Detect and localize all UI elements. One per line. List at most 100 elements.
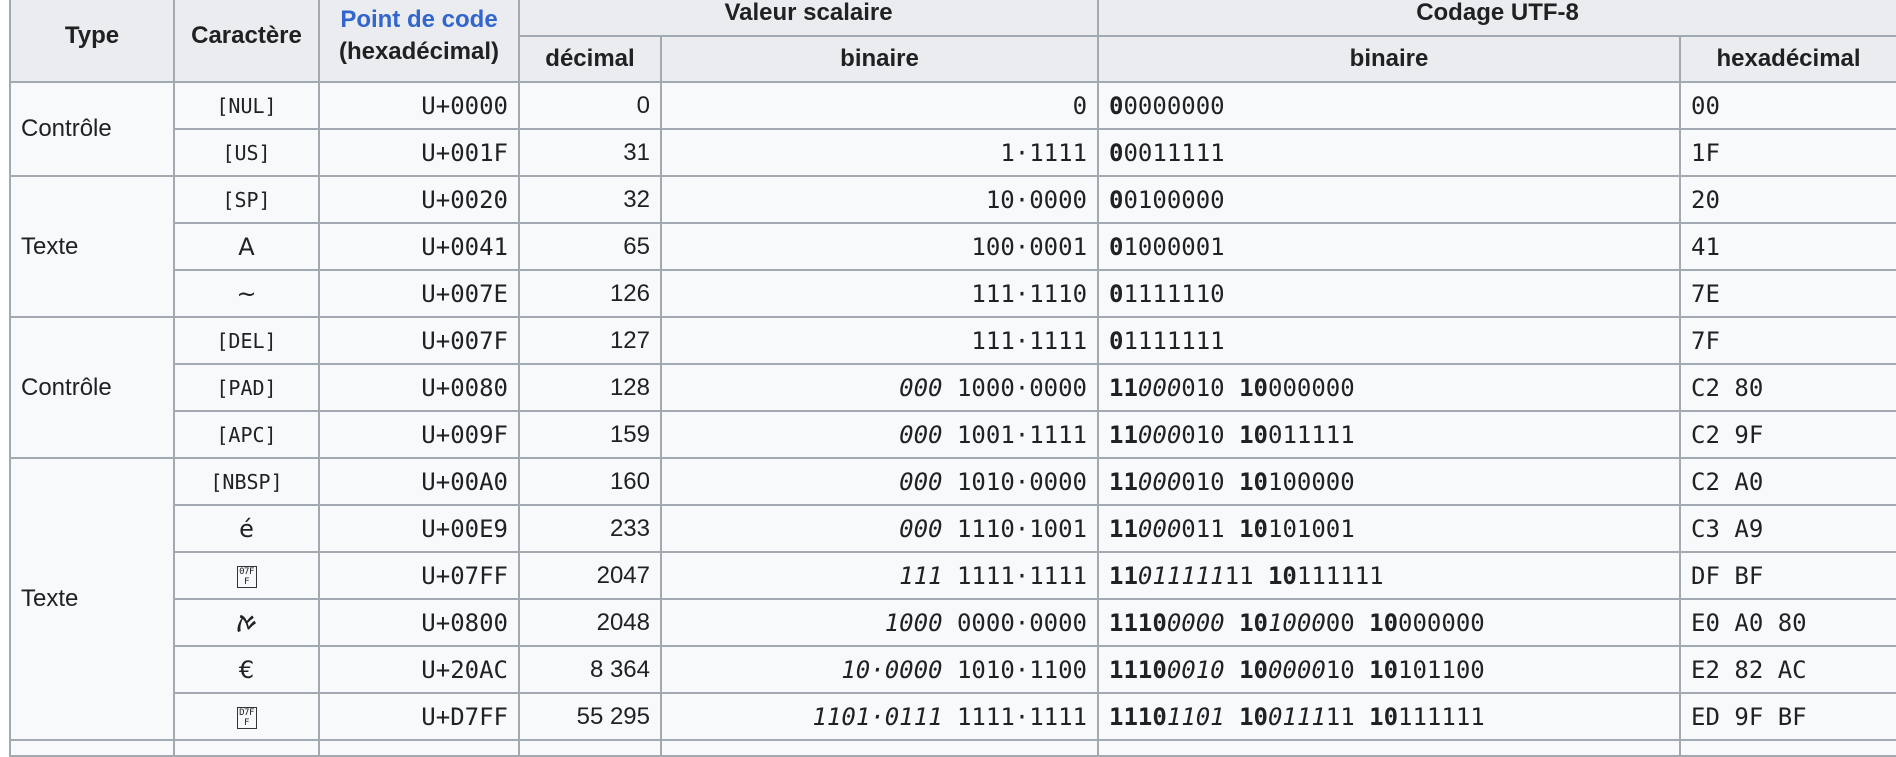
binary-segment: 000 xyxy=(899,373,943,402)
utf8-binary-cell: 11100010 10000010 10101100 xyxy=(1097,645,1682,694)
code-point-link[interactable]: Point de code xyxy=(340,5,498,33)
scalar-binary-cell: 1101·0111 1111·1111 xyxy=(659,692,1100,741)
empty-cell xyxy=(659,739,1100,757)
binary-segment: 111·1111 xyxy=(971,326,1088,355)
binary-segment: 1010·1100 xyxy=(942,655,1088,684)
code-point-cell: U+20AC xyxy=(318,645,520,694)
col-character-header: Caractère xyxy=(173,0,320,83)
utf8-bit-segment: 000 xyxy=(1137,467,1182,496)
utf8-binary-cell: 11000010 10100000 xyxy=(1097,457,1682,506)
utf8-binary-cell: 00000000 xyxy=(1097,81,1682,130)
utf8-hex-cell: 00 xyxy=(1679,81,1896,130)
utf8-hex-cell: C2 9F xyxy=(1679,410,1896,459)
decimal-cell: 2048 xyxy=(518,598,662,647)
utf8-byte: 10000000 xyxy=(1239,374,1355,402)
utf8-bit-segment: 0 xyxy=(1109,279,1124,308)
code-point-cell: U+00E9 xyxy=(318,504,520,553)
decimal-cell: 160 xyxy=(518,457,662,506)
table-row-partial xyxy=(9,739,1896,757)
utf8-binary-cell: 11000011 10101001 xyxy=(1097,504,1682,553)
binary-segment: 1111·1111 xyxy=(942,702,1088,731)
utf8-bit-segment: 11 xyxy=(1224,561,1254,590)
col-binary-header: binaire xyxy=(659,35,1100,83)
utf8-encoding-table: Type Caractère Point de code (hexadécima… xyxy=(9,0,1896,757)
utf8-bit-segment: 0000000 xyxy=(1123,91,1225,120)
utf8-binary-cell: 00011111 xyxy=(1097,128,1682,177)
scalar-binary-cell: 000 1010·0000 xyxy=(659,457,1100,506)
utf8-bit-segment: 010 xyxy=(1181,420,1225,449)
binary-segment: 1·1111 xyxy=(1000,138,1088,167)
utf8-byte: 11101101 xyxy=(1109,703,1225,731)
utf8-hex-cell: C3 A9 xyxy=(1679,504,1896,553)
utf8-bit-segment: 111111 xyxy=(1398,702,1485,731)
decimal-cell: 159 xyxy=(518,410,662,459)
utf8-byte: 11000010 xyxy=(1109,374,1225,402)
utf8-bit-segment: 11 xyxy=(1109,467,1138,496)
binary-segment: 1010·0000 xyxy=(942,467,1088,496)
utf8-byte: 11000011 xyxy=(1109,515,1225,543)
utf8-byte: 10111111 xyxy=(1369,703,1485,731)
scalar-binary-cell: 000 1000·0000 xyxy=(659,363,1100,412)
type-cell: Contrôle xyxy=(9,81,175,177)
character-cell: A xyxy=(173,222,320,271)
utf8-bit-segment: 101100 xyxy=(1398,655,1485,684)
table-row: 07FF U+07FF 2047 111 1111·1111 1101111111 10… xyxy=(10,551,1896,600)
utf8-hex-cell: 41 xyxy=(1679,222,1896,271)
col-hex-header: hexadécimal xyxy=(1679,35,1896,83)
character-cell: é xyxy=(173,504,320,553)
utf8-binary-cell: 11000010 10011111 xyxy=(1097,410,1682,459)
utf8-bit-segment: 0011111 xyxy=(1123,138,1225,167)
utf8-bit-segment: 0000 xyxy=(1166,608,1225,637)
utf8-bit-segment: 10 xyxy=(1369,655,1399,684)
utf8-hex-cell: ED 9F BF xyxy=(1679,692,1896,741)
binary-segment: 000 xyxy=(899,514,943,543)
utf8-bit-segment: 011 xyxy=(1181,514,1225,543)
utf8-bit-segment: 011111 xyxy=(1268,420,1355,449)
utf8-byte: 10111111 xyxy=(1268,562,1384,590)
binary-segment: 1001·1111 xyxy=(942,420,1088,449)
utf8-byte: 00000000 xyxy=(1109,92,1225,120)
code-point-cell: U+0080 xyxy=(318,363,520,412)
scalar-binary-cell: 111·1111 xyxy=(659,316,1100,365)
utf8-bit-segment: 1101 xyxy=(1166,702,1225,731)
scalar-binary-cell: 111·1110 xyxy=(659,269,1100,318)
table-body: Contrôle [NUL] U+0000 0 0 00000000 00 [US] U+001… xyxy=(9,81,1896,757)
utf8-bit-segment: 10 xyxy=(1239,514,1268,543)
utf8-bit-segment: 11 xyxy=(1109,373,1138,402)
utf8-bit-segment: 1000 xyxy=(1267,608,1326,637)
scalar-binary-cell: 000 1001·1111 xyxy=(659,410,1100,459)
utf8-bit-segment: 10 xyxy=(1239,373,1268,402)
utf8-bit-segment: 1110 xyxy=(1109,608,1167,637)
character-cell: D7FF xyxy=(173,692,320,741)
character-cell: [NBSP] xyxy=(173,457,320,506)
utf8-bit-segment: 1000001 xyxy=(1123,232,1225,261)
utf8-binary-cell: 01000001 xyxy=(1097,222,1682,271)
table-row: [US] U+001F 31 1·1111 00011111 1F xyxy=(10,128,1896,177)
table-row: Contrôle [NUL] U+0000 0 0 00000000 00 xyxy=(9,81,1896,177)
utf8-byte: 00011111 xyxy=(1109,139,1225,167)
utf8-binary-cell: 11100000 10100000 10000000 xyxy=(1097,598,1682,647)
table-row: Contrôle [DEL] U+007F 127 111·1111 01111111 7F xyxy=(9,316,1896,459)
utf8-binary-cell: 11000010 10000000 xyxy=(1097,363,1682,412)
utf8-bit-segment: 11 xyxy=(1325,702,1355,731)
utf8-bit-segment: 000000 xyxy=(1268,373,1355,402)
utf8-binary-cell: 00100000 xyxy=(1097,175,1682,224)
utf8-byte: 01111110 xyxy=(1109,280,1225,308)
scalar-binary-cell: 1000 0000·0000 xyxy=(659,598,1100,647)
utf8-bit-segment: 0010 xyxy=(1166,655,1225,684)
decimal-cell: 233 xyxy=(518,504,662,553)
empty-cell xyxy=(1097,739,1682,757)
code-point-cell: U+0800 xyxy=(318,598,520,647)
code-point-cell: U+07FF xyxy=(318,551,520,600)
utf8-byte: 10000010 xyxy=(1239,656,1355,684)
utf8-bit-segment: 100000 xyxy=(1268,467,1355,496)
table-row: Texte [NBSP] U+00A0 160 000 1010·0000 1100001… xyxy=(9,457,1896,741)
utf8-bit-segment: 111111 xyxy=(1296,561,1384,590)
binary-segment: 1101·0111 xyxy=(812,702,943,731)
binary-segment: 000 xyxy=(899,467,943,496)
table-row: ~ U+007E 126 111·1110 01111110 7E xyxy=(10,269,1896,318)
code-point-cell: U+001F xyxy=(318,128,520,177)
utf8-bit-segment: 11 xyxy=(1109,420,1138,449)
utf8-byte: 10100000 xyxy=(1239,468,1355,496)
utf8-byte: 10000000 xyxy=(1369,609,1485,637)
